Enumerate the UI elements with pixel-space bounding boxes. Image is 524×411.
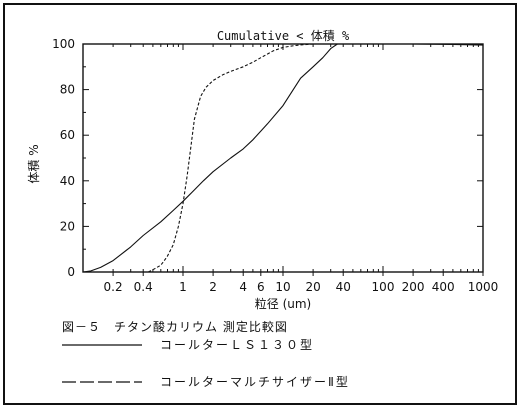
y-tick-label: 20 <box>60 219 75 233</box>
y-axis-label: 体積 % <box>26 144 41 183</box>
x-tick-label: 10 <box>275 280 290 294</box>
figure-caption: 図－５ チタン酸カリウム 測定比較図 <box>62 320 288 334</box>
x-tick-label: 2 <box>209 280 217 294</box>
x-tick-label: 20 <box>305 280 320 294</box>
x-tick-label: 100 <box>372 280 395 294</box>
y-tick-label: 0 <box>67 265 75 279</box>
series-layer <box>82 43 484 273</box>
y-tick-label: 40 <box>60 174 75 188</box>
y-tick-label: 60 <box>60 128 75 142</box>
page-frame <box>3 3 517 405</box>
x-tick-label: 200 <box>402 280 425 294</box>
x-tick-label: 40 <box>336 280 351 294</box>
x-tick-label: 0.2 <box>104 280 123 294</box>
series-line-multisizer <box>148 43 331 273</box>
x-tick-label: 4 <box>239 280 247 294</box>
plot-border <box>82 43 484 273</box>
x-tick-label: 400 <box>432 280 455 294</box>
legend-solid-label: コールターＬＳ１３０型 <box>160 338 314 352</box>
x-tick-label: 1000 <box>468 280 499 294</box>
axes-layer: 0 20 40 60 80 100 0.2 0.4 1 2 4 6 10 20 40 100 200 400 100… <box>26 28 498 311</box>
x-tick-label: 0.4 <box>134 280 153 294</box>
y-tick-label: 100 <box>52 37 75 51</box>
x-tick-label: 6 <box>257 280 265 294</box>
x-tick-label: 1 <box>179 280 187 294</box>
chart-title: Cumulative < 体積 % <box>217 28 350 43</box>
y-tick-label: 80 <box>60 83 75 97</box>
x-axis-label: 粒径 (um) <box>255 296 311 311</box>
legend-dashed-label: コールターマルチサイザーⅡ型 <box>160 375 350 389</box>
series-line-ls130 <box>82 43 484 273</box>
